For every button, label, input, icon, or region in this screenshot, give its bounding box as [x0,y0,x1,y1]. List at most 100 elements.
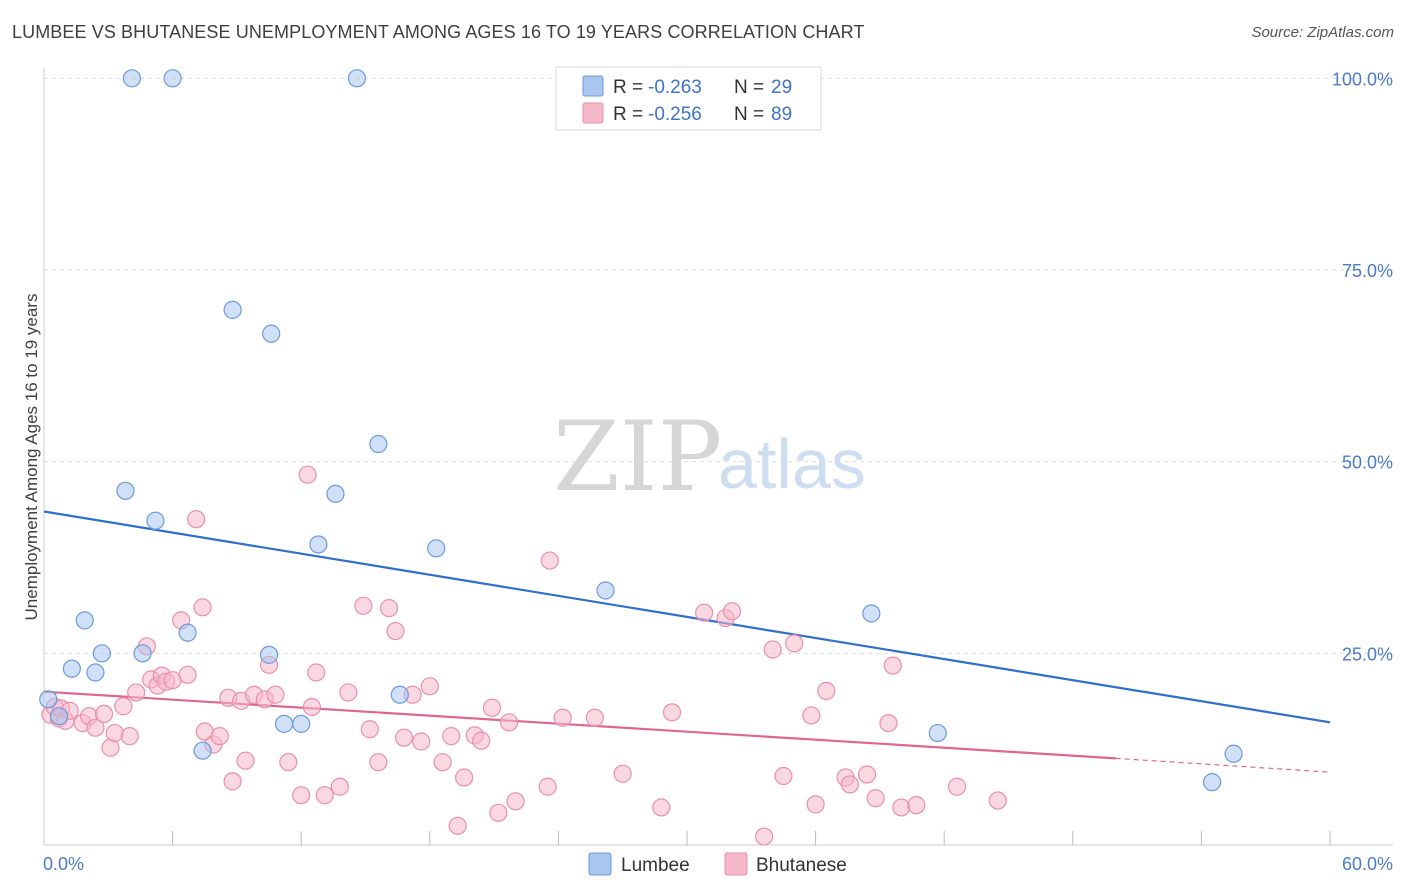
point-bhutanese [817,681,836,701]
chart-title: LUMBEE VS BHUTANESE UNEMPLOYMENT AMONG A… [12,22,865,42]
legend-swatch-bhutanese [582,102,604,124]
point-bhutanese [223,772,242,791]
point-lumbee [133,644,152,663]
point-bhutanese [879,713,898,733]
point-lumbee [163,69,182,88]
point-lumbee [178,623,197,642]
point-bhutanese [307,663,326,682]
point-bhutanese [553,708,572,727]
point-bhutanese [127,683,146,702]
point-bhutanese [187,510,206,529]
point-bhutanese [662,703,682,722]
point-bhutanese [695,603,714,622]
legend-r-value-lumbee: -0.263 [648,77,702,98]
y-tick-label: 100.0% [1332,69,1393,89]
point-bhutanese [802,706,821,725]
point-bhutanese [883,656,902,675]
point-lumbee [347,69,367,88]
y-axis-title: Unemployment Among Ages 16 to 19 years [22,294,41,621]
watermark-atlas: atlas [718,425,866,503]
point-bhutanese [652,798,671,817]
point-bhutanese [266,685,285,704]
point-bhutanese [354,596,373,615]
trend-line-lumbee [43,510,1331,724]
point-bhutanese [866,789,885,808]
point-bhutanese [114,697,133,716]
point-lumbee [146,511,165,530]
bottom-legend-swatch-lumbee [588,852,612,876]
bottom-legend-label-lumbee: Lumbee [621,855,690,876]
point-bhutanese [394,728,414,747]
point-bhutanese [298,465,317,484]
point-bhutanese [120,727,139,746]
point-lumbee [369,434,388,454]
point-bhutanese [585,708,604,727]
trend-lines [43,510,1331,773]
point-bhutanese [540,551,559,570]
source-credit: Source: ZipAtlas.com [1251,24,1394,41]
point-bhutanese [420,677,439,696]
legend-n-label-bhutanese: N = [734,104,764,125]
watermark-zip: ZIP [553,401,722,513]
point-bhutanese [907,796,926,815]
y-tick-label: 50.0% [1342,453,1393,473]
point-bhutanese [302,697,322,717]
point-bhutanese [489,803,508,822]
point-bhutanese [892,798,911,817]
point-bhutanese [386,621,405,641]
data-points [39,69,1243,846]
point-bhutanese [210,727,229,746]
point-bhutanese [988,791,1007,810]
point-lumbee [928,723,947,743]
point-bhutanese [330,777,349,796]
y-tick-label: 25.0% [1342,644,1393,664]
point-bhutanese [433,753,452,772]
point-bhutanese [315,786,334,805]
point-bhutanese [279,753,298,772]
legend-n-value-bhutanese: 89 [771,104,792,125]
legend: R = -0.263 N = 29 R = -0.256 N = 89 [555,66,822,131]
legend-r-label-lumbee: R = [613,77,643,98]
point-bhutanese [613,764,632,783]
point-bhutanese [774,766,793,786]
x-tick-label-max: 60.0% [1342,854,1393,874]
point-bhutanese [105,723,124,743]
point-bhutanese [94,704,114,724]
point-bhutanese [339,683,358,702]
point-bhutanese [506,792,525,811]
point-lumbee [223,300,242,319]
point-bhutanese [412,732,431,751]
point-lumbee [39,690,58,709]
point-lumbee [274,714,294,733]
legend-n-value-lumbee: 29 [771,77,792,98]
point-lumbee [596,581,615,600]
point-bhutanese [86,718,105,737]
point-lumbee [427,539,446,558]
legend-n-label-lumbee: N = [734,77,764,98]
point-bhutanese [857,765,877,784]
bottom-legend: Lumbee Bhutanese [588,852,847,876]
point-bhutanese [292,786,311,805]
legend-swatch-lumbee [582,75,604,97]
legend-r-value-bhutanese: -0.256 [648,104,702,125]
point-bhutanese [379,598,399,618]
point-bhutanese [538,777,557,796]
point-lumbee [49,707,69,726]
bottom-legend-label-bhutanese: Bhutanese [756,855,847,876]
point-lumbee [326,484,345,503]
point-lumbee [122,69,141,88]
point-lumbee [62,659,81,678]
point-lumbee [390,685,409,704]
point-lumbee [75,611,94,630]
point-bhutanese [454,768,474,787]
y-tick-label: 75.0% [1342,261,1393,281]
point-lumbee [259,645,279,664]
point-bhutanese [785,634,804,653]
point-bhutanese [236,751,255,770]
gridlines [44,77,1393,654]
point-lumbee [92,644,111,663]
point-bhutanese [947,777,967,796]
point-bhutanese [722,602,742,621]
point-lumbee [309,535,328,554]
